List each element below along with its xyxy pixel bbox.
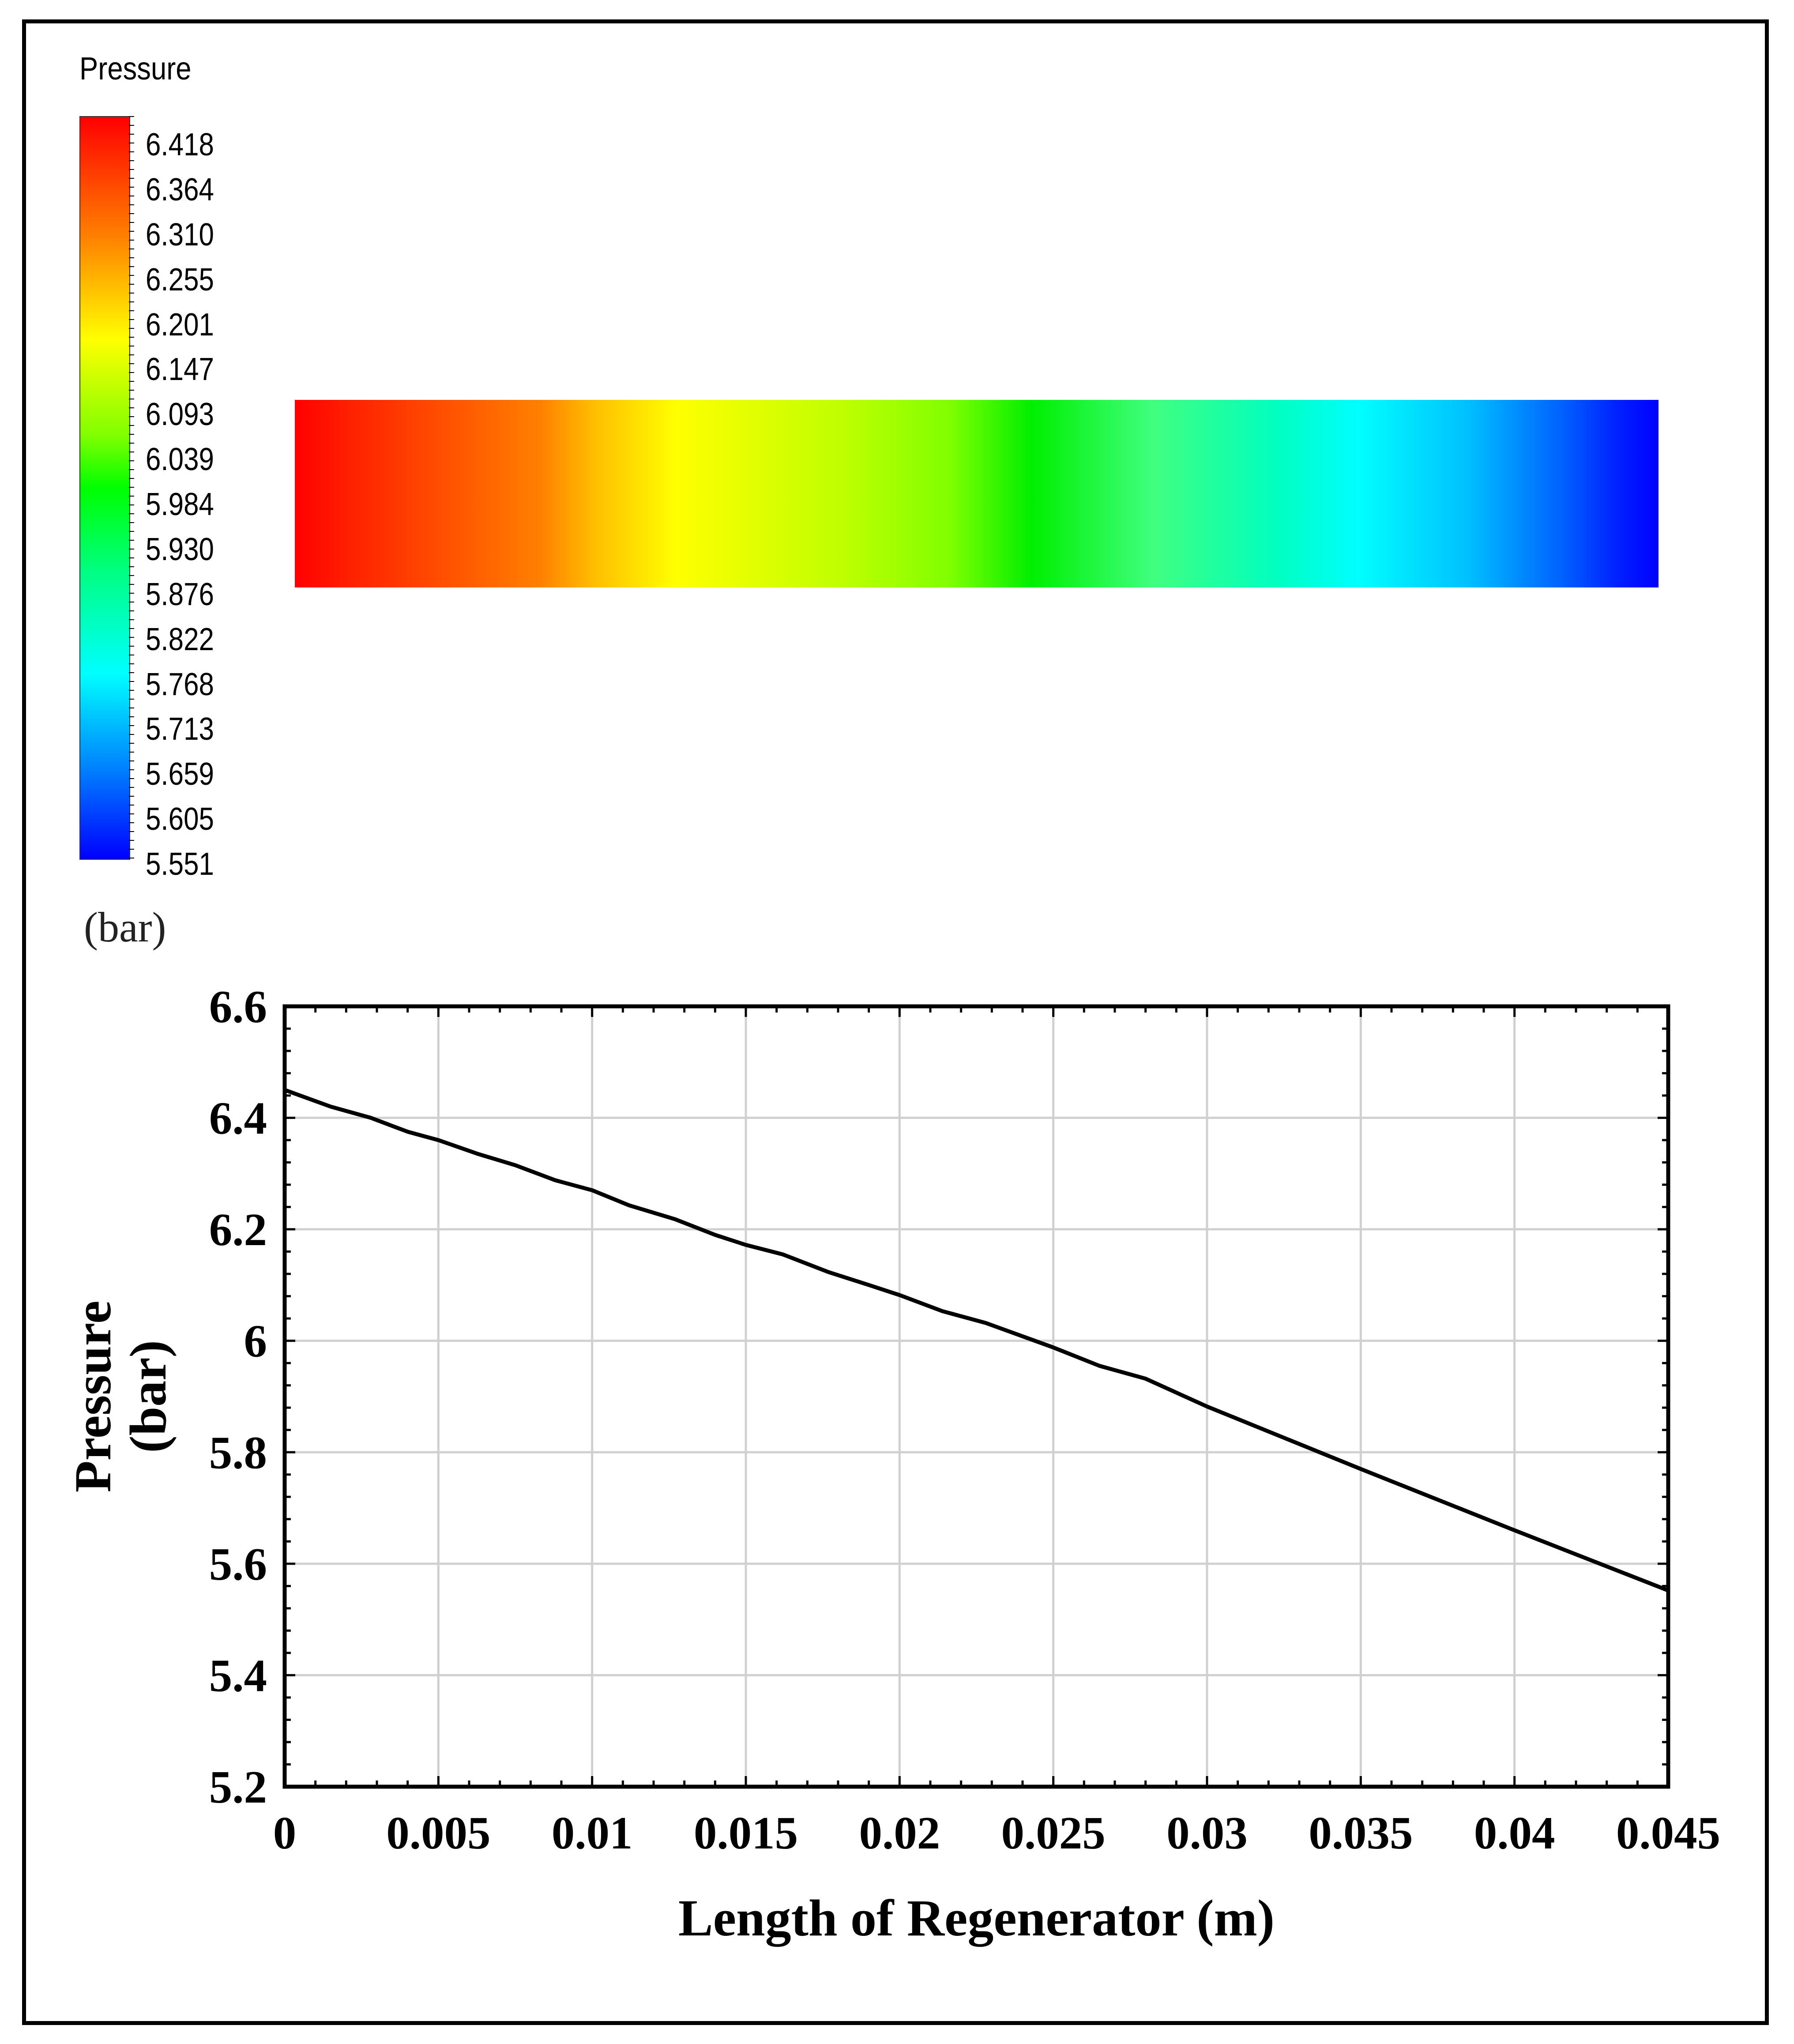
series-line: [284, 1088, 1669, 1592]
plot-area: [285, 1006, 1668, 1787]
y-axis-label: Pressure: [64, 1301, 122, 1493]
plot-frame: [282, 1004, 1670, 1789]
colorbar-tick-label: 5.876: [146, 576, 214, 612]
x-axis-label: Length of Regenerator (m): [678, 1889, 1275, 1947]
x-tick-label: 0.04: [1474, 1807, 1555, 1859]
colorbar-tick-label: 5.984: [146, 487, 214, 522]
colorbar-tick-label: 5.659: [146, 757, 214, 792]
x-tick-label: 0: [273, 1807, 297, 1859]
colorbar-tick-label: 6.255: [146, 262, 214, 297]
x-tick-label: 0.005: [386, 1807, 490, 1859]
x-tick-label: 0.03: [1166, 1807, 1248, 1859]
colorbar-tick-label: 6.093: [146, 397, 214, 433]
y-tick-label: 6.2: [209, 1204, 267, 1255]
colorbar-tick-label: 6.418: [146, 127, 214, 162]
x-tick-label: 0.035: [1309, 1807, 1413, 1859]
colorbar-title: Pressure: [79, 51, 192, 87]
pressure-contour: [295, 400, 1659, 587]
colorbar-ticks: [129, 116, 134, 860]
y-tick-label: 6.6: [209, 981, 267, 1032]
x-tick-label: 0.025: [1001, 1807, 1106, 1859]
y-tick-label: 5.8: [209, 1427, 267, 1478]
colorbar-tick-label: 5.930: [146, 531, 214, 567]
colorbar-tick-label: 5.768: [146, 666, 214, 702]
x-tick-label: 0.015: [694, 1807, 798, 1859]
y-tick-label: 5.6: [209, 1538, 267, 1590]
colorbar: [79, 116, 130, 860]
colorbar-tick-label: 6.364: [146, 172, 214, 207]
y-tick-label: 6: [244, 1315, 267, 1367]
colorbar-tick-label: 6.039: [146, 442, 214, 478]
y-axis-label: (bar): [119, 1340, 177, 1453]
colorbar-tick-label: 5.713: [146, 711, 214, 747]
colorbar-tick-label: 6.310: [146, 217, 214, 252]
colorbar-tick-label: 5.822: [146, 621, 214, 657]
y-tick-label: 5.4: [209, 1649, 267, 1701]
y-tick-label: 5.2: [209, 1761, 267, 1813]
y-tick-label: 6.4: [209, 1092, 267, 1144]
x-tick-label: 0.01: [552, 1807, 633, 1859]
colorbar-tick-label: 6.201: [146, 307, 214, 343]
x-tick-label: 0.045: [1616, 1807, 1720, 1859]
colorbar-unit: (bar): [84, 903, 166, 951]
x-tick-label: 0.02: [859, 1807, 940, 1859]
colorbar-tick-label: 5.605: [146, 802, 214, 837]
colorbar-tick-label: 5.551: [146, 847, 214, 882]
colorbar-tick-label: 6.147: [146, 352, 214, 388]
